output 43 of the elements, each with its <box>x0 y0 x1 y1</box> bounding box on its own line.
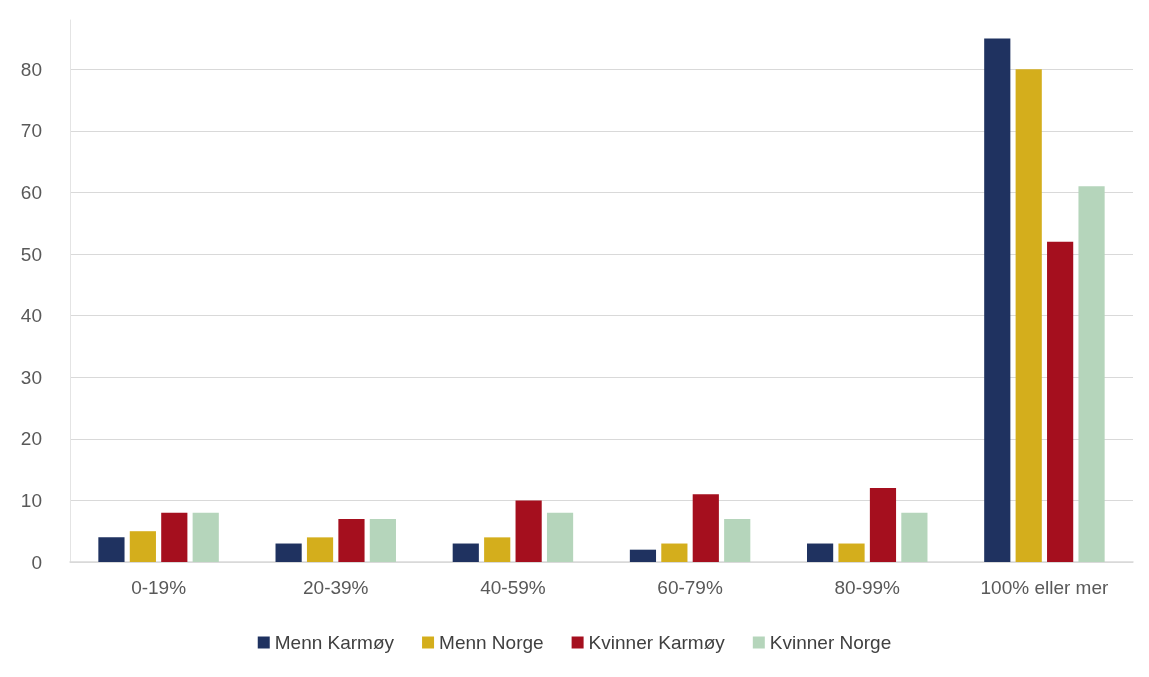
bar <box>692 494 719 562</box>
bar <box>869 488 897 562</box>
x-tick-label: 80-99% <box>834 577 901 598</box>
bar <box>275 543 302 562</box>
y-tick-label: 30 <box>20 366 42 388</box>
bar <box>129 531 156 562</box>
bar <box>1015 69 1042 562</box>
bar <box>98 537 125 562</box>
x-tick-label: 20-39% <box>303 577 369 598</box>
x-tick-label: 40-59% <box>480 577 546 598</box>
bar <box>901 512 928 562</box>
bar <box>515 500 542 562</box>
legend-label: Kvinner Karmøy <box>588 632 726 653</box>
bar <box>724 518 751 562</box>
legend-label: Menn Karmøy <box>274 632 395 653</box>
bar <box>1078 186 1105 562</box>
bar <box>807 543 834 562</box>
x-tick-label: 100% eller mer <box>980 577 1109 598</box>
y-tick-label: 40 <box>20 305 42 327</box>
y-tick-label: 20 <box>20 428 42 450</box>
bar <box>452 543 479 562</box>
y-tick-label: 80 <box>20 58 42 80</box>
x-tick-label: 0-19% <box>131 577 187 598</box>
bar <box>546 512 574 562</box>
legend-label: Menn Norge <box>439 632 544 653</box>
bar <box>484 537 511 562</box>
bar <box>984 38 1011 562</box>
y-tick-label: 60 <box>20 181 42 203</box>
bar <box>338 518 365 562</box>
y-tick-label: 10 <box>20 489 42 511</box>
legend-label: Kvinner Norge <box>769 632 892 653</box>
bar <box>306 537 334 562</box>
bar <box>838 543 865 562</box>
y-tick-label: 70 <box>20 120 42 142</box>
x-tick-label: 60-79% <box>657 577 723 598</box>
bar <box>369 518 396 562</box>
y-tick-label: 0 <box>31 551 42 573</box>
bar <box>192 512 219 562</box>
bar <box>161 512 188 562</box>
bar <box>1047 241 1074 562</box>
y-tick-label: 50 <box>20 243 42 265</box>
bar <box>661 543 688 562</box>
bar <box>629 549 657 562</box>
